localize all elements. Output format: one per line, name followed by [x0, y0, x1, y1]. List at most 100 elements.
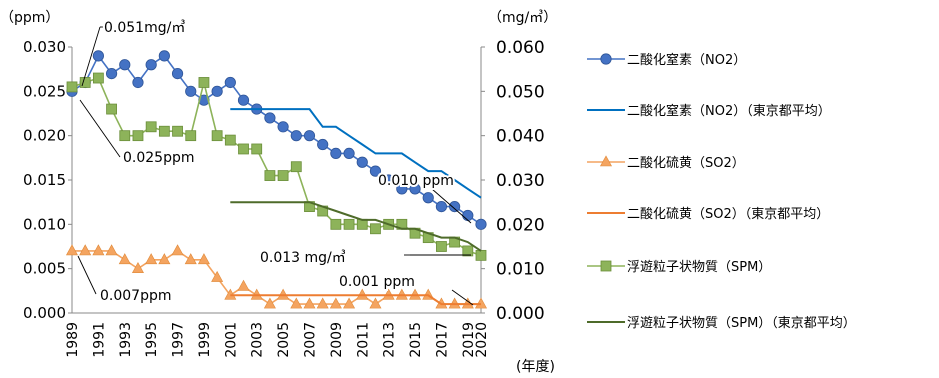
x-axis-label: (年度) — [516, 359, 555, 375]
right-tick-label: 0.030 — [496, 171, 545, 191]
annotation-leader — [451, 289, 474, 306]
x-tick-label: 2020 — [474, 322, 490, 358]
left-tick-label: 0.005 — [23, 260, 66, 278]
series-1 — [230, 108, 482, 199]
triangle-marker — [290, 297, 303, 309]
right-tick-label: 0.040 — [496, 127, 545, 147]
legend-item: 二酸化硫黄（SO2）（東京都平均） — [587, 206, 829, 222]
circle-marker — [600, 53, 612, 65]
circle-marker — [330, 147, 342, 159]
triangle-marker — [158, 253, 171, 265]
legend-item: 浮遊粒子状物質（SPM） — [587, 260, 771, 275]
square-marker — [79, 77, 91, 88]
triangle-marker — [105, 244, 118, 256]
triangle-marker — [356, 288, 369, 300]
circle-marker — [369, 165, 382, 177]
circle-marker — [449, 201, 461, 213]
left-tick-label: 0.025 — [23, 82, 66, 100]
x-tick-label: 1993 — [118, 322, 134, 358]
annotation-label: 0.001 ppm — [339, 274, 415, 290]
triangle-marker — [263, 297, 276, 309]
triangle-marker — [303, 297, 316, 309]
left-tick-label: 0.030 — [23, 38, 66, 56]
circle-marker — [317, 138, 329, 151]
circle-marker — [185, 85, 197, 97]
square-marker — [211, 130, 223, 142]
left-tick-label: 0.015 — [23, 171, 66, 189]
left-tick-label: 0.010 — [23, 215, 66, 233]
series-line — [230, 108, 482, 199]
annotation-leader — [79, 99, 121, 158]
square-marker — [66, 81, 78, 93]
right-tick-label: 0.020 — [496, 215, 545, 235]
legend-label: 二酸化窒素（NO2）（東京都平均） — [627, 103, 831, 119]
right-tick-label: 0.010 — [496, 260, 545, 280]
legend-label: 浮遊粒子状物質（SPM）（東京都平均） — [627, 315, 856, 331]
triangle-marker — [171, 244, 184, 256]
triangle-marker — [92, 244, 105, 256]
triangle-marker — [395, 288, 408, 300]
square-marker — [475, 249, 487, 261]
x-axis: 1989 1991 1993 1995 1997 1999 2001 2003 2005 2007… — [65, 312, 490, 358]
square-marker — [172, 125, 183, 137]
circle-marker — [158, 50, 170, 62]
legend-label: 二酸化窒素（NO2） — [627, 52, 746, 68]
x-tick-label: 2013 — [382, 322, 398, 358]
x-tick-label: 2015 — [408, 322, 424, 358]
series-3 — [230, 294, 481, 306]
left-tick-label: 0.020 — [23, 127, 66, 145]
triangle-marker — [382, 288, 395, 300]
circle-marker — [237, 94, 250, 106]
circle-marker — [343, 147, 355, 159]
square-marker — [264, 170, 276, 181]
legend-item: 浮遊粒子状物質（SPM）（東京都平均） — [587, 315, 856, 331]
triangle-marker — [145, 253, 158, 265]
x-tick-label: 1995 — [144, 322, 160, 358]
x-tick-label: 1991 — [91, 322, 107, 358]
square-marker — [370, 223, 381, 235]
legend-item: 二酸化硫黄（SO2） — [587, 155, 745, 171]
square-marker — [158, 125, 170, 137]
circle-marker — [435, 201, 448, 213]
left-tick-label: 0.000 — [23, 304, 66, 322]
left-axis-label: （ppm） — [0, 10, 59, 26]
series-line — [230, 201, 482, 252]
triangle-marker — [131, 262, 144, 273]
square-marker — [436, 241, 447, 252]
annotation-label: 0.025ppm — [123, 150, 195, 166]
circle-marker — [277, 121, 289, 133]
legend-item: 二酸化窒素（NO2）（東京都平均） — [587, 103, 831, 119]
annotation-leader — [77, 255, 97, 295]
square-marker — [290, 161, 302, 173]
series-line — [230, 294, 481, 306]
circle-marker — [264, 112, 276, 124]
triangle-marker — [224, 288, 237, 300]
triangle-marker — [250, 288, 263, 300]
legend-label: 浮遊粒子状物質（SPM） — [627, 260, 771, 275]
square-marker — [224, 134, 236, 146]
circle-marker — [290, 130, 302, 142]
triangle-marker — [237, 279, 250, 291]
x-tick-label: 2005 — [276, 322, 292, 358]
x-tick-label: 2001 — [223, 322, 239, 358]
series-5 — [230, 201, 482, 252]
circle-marker — [303, 130, 316, 142]
circle-marker — [211, 85, 223, 97]
right-axis: 0.000 0.010 0.020 0.030 0.040 0.050 0.060 — [480, 38, 545, 324]
circle-marker — [224, 76, 236, 89]
square-marker — [92, 72, 104, 84]
x-tick-label: 2019 — [461, 322, 477, 358]
circle-marker — [462, 209, 474, 222]
triangle-marker — [184, 253, 197, 265]
circle-marker — [356, 156, 368, 168]
triangle-marker — [599, 155, 613, 167]
triangle-marker — [316, 297, 329, 309]
square-marker — [600, 260, 612, 272]
triangle-marker — [65, 244, 79, 256]
circle-marker — [396, 183, 408, 195]
left-axis: 0.000 0.005 0.010 0.015 0.020 0.025 0.030 — [23, 38, 73, 322]
circle-marker — [119, 59, 131, 71]
x-tick-label: 1999 — [197, 322, 213, 358]
annotation-label: 0.007ppm — [100, 288, 172, 304]
